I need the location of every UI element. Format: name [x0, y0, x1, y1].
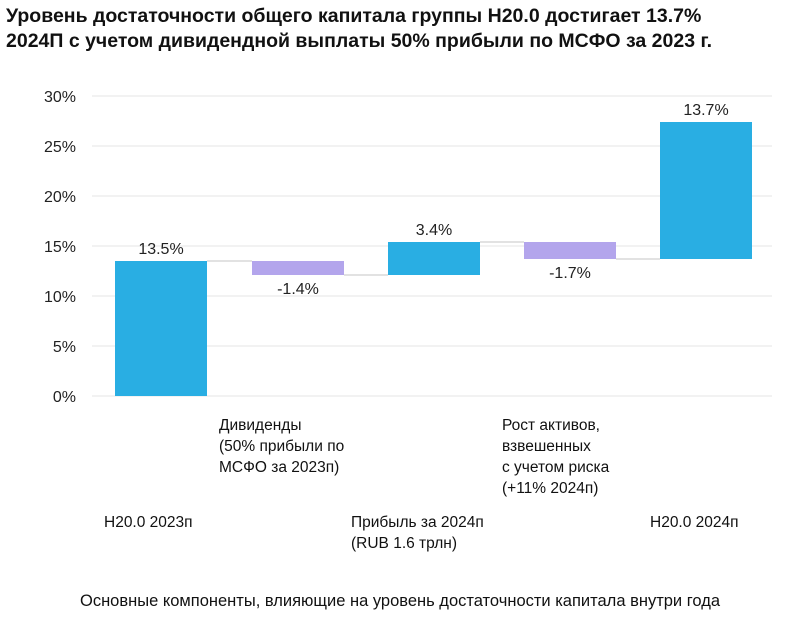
category-label-profit-2024: Прибыль за 2024п (RUB 1.6 трлн): [351, 514, 484, 552]
bar-value-label: -1.4%: [277, 281, 319, 298]
y-tick-label: 25%: [44, 139, 76, 156]
bar-value-label: 13.7%: [683, 102, 728, 119]
chart-footnote: Основные компоненты, влияющие на уровень…: [79, 592, 721, 610]
category-label-start-2023: Н20.0 2023п: [104, 514, 193, 531]
y-tick-label: 0%: [53, 389, 76, 406]
y-tick-label: 30%: [44, 89, 76, 106]
category-label-end-2024: Н20.0 2024п: [650, 514, 739, 531]
y-tick-label: 20%: [44, 189, 76, 206]
bar: [388, 242, 480, 275]
bar-value-label: -1.7%: [549, 265, 591, 282]
y-tick-label: 10%: [44, 289, 76, 306]
bar: [115, 261, 207, 396]
bar: [524, 242, 616, 259]
chart-title-line-1: Уровень достаточности общего капитала гр…: [6, 5, 702, 27]
bar: [660, 122, 752, 259]
category-label-dividends: Дивиденды (50% прибыли по МСФО за 2023п): [219, 417, 345, 476]
category-label-rwa-growth: Рост активов, взвешенных с учетом риска …: [502, 417, 610, 497]
chart-title: Уровень достаточности общего капитала гр…: [6, 4, 794, 54]
y-tick-label: 15%: [44, 239, 76, 256]
y-tick-label: 5%: [53, 339, 76, 356]
bar-value-label: 3.4%: [416, 222, 452, 239]
bar: [252, 261, 344, 275]
chart-title-line-2: 2024П с учетом дивидендной выплаты 50% п…: [6, 30, 713, 52]
bar-value-label: 13.5%: [138, 241, 183, 258]
